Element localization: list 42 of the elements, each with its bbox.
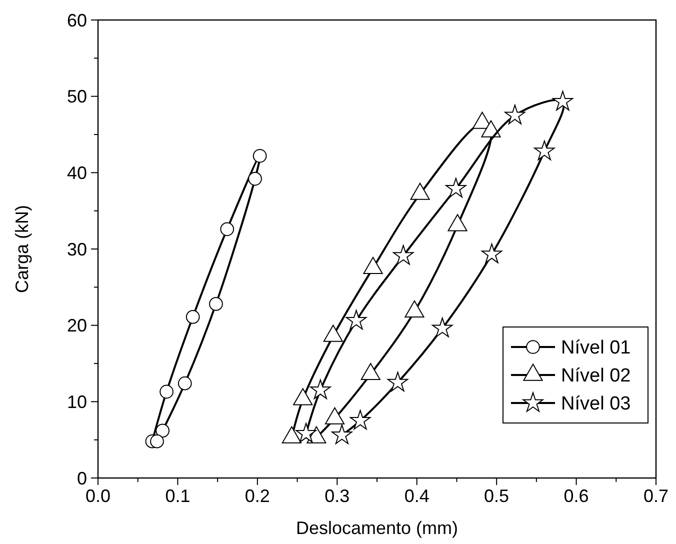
x-tick-label: 0.6 bbox=[564, 486, 589, 506]
point bbox=[346, 310, 367, 330]
y-tick-label: 20 bbox=[66, 316, 87, 336]
point bbox=[552, 90, 574, 111]
y-tick-label: 30 bbox=[66, 239, 87, 260]
y-tick-label: 60 bbox=[66, 10, 87, 30]
point bbox=[387, 372, 408, 392]
point bbox=[220, 222, 234, 236]
point bbox=[209, 297, 223, 311]
point bbox=[248, 172, 262, 186]
x-tick-label: 0.7 bbox=[643, 486, 669, 506]
point bbox=[156, 424, 170, 438]
legend-label: Nível 01 bbox=[561, 338, 631, 359]
point bbox=[432, 318, 453, 338]
point bbox=[504, 104, 526, 124]
y-tick-label: 40 bbox=[66, 162, 87, 183]
point bbox=[481, 244, 502, 264]
point bbox=[150, 434, 164, 448]
point bbox=[252, 148, 267, 163]
y-tick-label: 50 bbox=[66, 86, 87, 107]
point bbox=[332, 424, 352, 444]
y-axis-title: Carga (kN) bbox=[12, 204, 32, 294]
x-tick-label: 0.2 bbox=[244, 486, 270, 506]
point bbox=[160, 384, 174, 399]
x-axis-title: Deslocamento (mm) bbox=[296, 518, 458, 538]
legend-label: Nível 02 bbox=[561, 366, 631, 387]
point bbox=[296, 422, 316, 443]
x-tick-label: 0.5 bbox=[484, 486, 510, 506]
x-tick-label: 0.4 bbox=[404, 486, 430, 506]
point bbox=[310, 379, 331, 400]
point bbox=[178, 376, 192, 390]
point bbox=[534, 140, 555, 160]
x-tick-label: 0.0 bbox=[85, 486, 111, 506]
point bbox=[392, 245, 414, 265]
point bbox=[186, 310, 200, 324]
x-tick-label: 0.1 bbox=[165, 486, 190, 506]
point bbox=[350, 410, 371, 430]
point bbox=[446, 178, 466, 198]
legend-label: Nível 03 bbox=[561, 394, 631, 415]
y-tick-label: 0 bbox=[76, 468, 87, 488]
x-tick-label: 0.3 bbox=[324, 486, 350, 506]
y-tick-label: 10 bbox=[66, 392, 87, 412]
